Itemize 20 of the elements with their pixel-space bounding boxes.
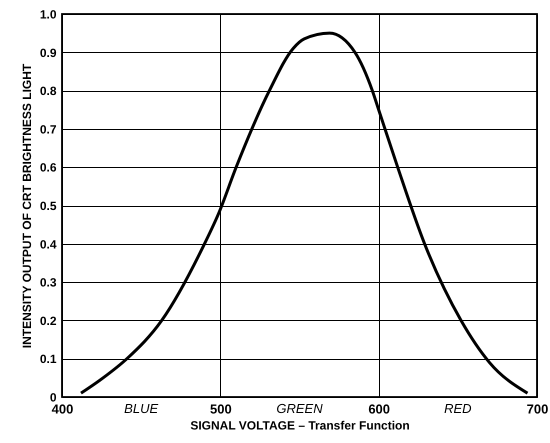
- y-tick-label: 0.1: [40, 352, 57, 366]
- x-tick-label: 700: [526, 402, 548, 416]
- y-tick-label: 0.3: [40, 276, 57, 290]
- y-tick-label: 0.9: [40, 46, 57, 60]
- y-tick-label: 0.7: [40, 122, 57, 136]
- x-tick-label: 600: [368, 402, 390, 416]
- y-tick-label: 0.8: [40, 84, 57, 98]
- x-tick-label: 400: [52, 402, 74, 416]
- y-axis-title: INTENSITY OUTPUT OF CRT BRIGHTNESS LIGHT: [20, 63, 34, 348]
- y-tick-label: 0.4: [40, 237, 57, 252]
- text: RED: [444, 401, 472, 416]
- y-tick-label: 1.0: [40, 8, 57, 22]
- x-axis-title: SIGNAL VOLTAGE – Transfer Function: [190, 418, 410, 432]
- text: GREEN: [276, 401, 324, 416]
- text: BLUE: [124, 401, 158, 416]
- y-tick-label: 0.6: [40, 160, 57, 175]
- y-tick-label: 0.2: [40, 314, 57, 328]
- y-tick-label: 0: [50, 390, 57, 404]
- y-tick-label: 0.5: [40, 199, 57, 213]
- x-tick-label: 500: [210, 402, 232, 416]
